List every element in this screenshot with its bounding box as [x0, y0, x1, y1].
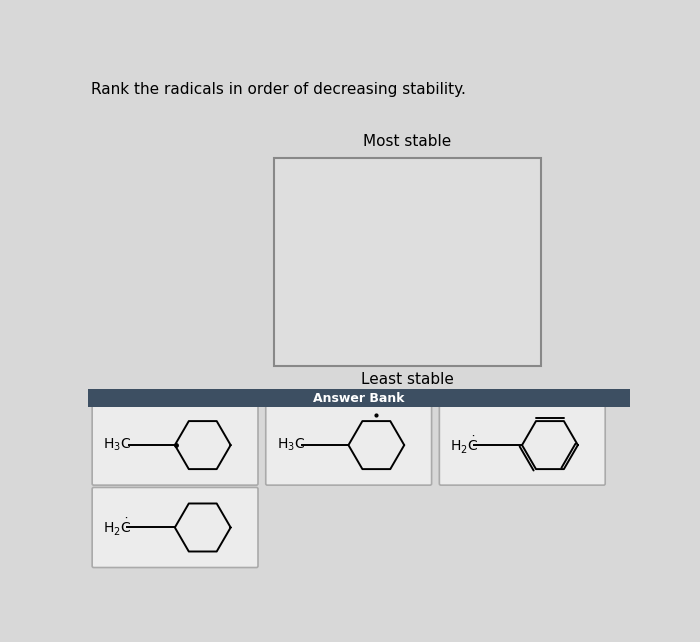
Text: Answer Bank: Answer Bank: [313, 392, 405, 404]
Text: $\mathregular{H_2\dot{C}}$: $\mathregular{H_2\dot{C}}$: [103, 517, 131, 538]
FancyBboxPatch shape: [440, 405, 606, 485]
Text: $\mathregular{H_2\dot{C}}$: $\mathregular{H_2\dot{C}}$: [450, 435, 478, 456]
Text: $\mathregular{H_3C}$: $\mathregular{H_3C}$: [276, 437, 304, 453]
FancyBboxPatch shape: [92, 405, 258, 485]
Text: $\mathregular{H_3C}$: $\mathregular{H_3C}$: [103, 437, 131, 453]
Text: Rank the radicals in order of decreasing stability.: Rank the radicals in order of decreasing…: [90, 82, 466, 98]
FancyBboxPatch shape: [92, 487, 258, 568]
Bar: [274, 158, 541, 366]
Bar: [88, 389, 630, 408]
Text: Most stable: Most stable: [363, 134, 452, 149]
Text: Least stable: Least stable: [360, 372, 454, 387]
FancyBboxPatch shape: [266, 405, 432, 485]
